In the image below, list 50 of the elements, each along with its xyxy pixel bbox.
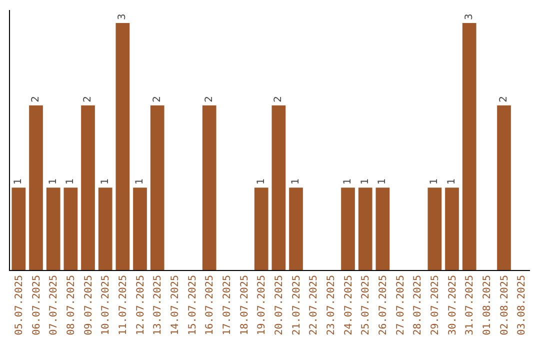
x-tick-label: 22.07.2025 [308, 275, 320, 336]
data-label: 1 [13, 178, 24, 185]
x-tick-label: 01.08.2025 [482, 275, 493, 336]
x-tick-label: 19.07.2025 [256, 275, 268, 336]
x-tick-label: 13.07.2025 [152, 275, 164, 336]
data-label: 1 [446, 178, 458, 185]
x-tick-label: 24.07.2025 [343, 275, 354, 336]
data-label: 2 [152, 96, 163, 102]
data-label: 3 [117, 14, 128, 20]
x-tick-label: 30.07.2025 [447, 275, 458, 336]
x-tick-label: 25.07.2025 [360, 275, 372, 336]
data-label: 1 [429, 178, 440, 185]
data-label: 1 [48, 178, 59, 185]
data-label: 1 [100, 178, 111, 185]
data-label: 3 [464, 14, 475, 20]
x-tick-label: 18.07.2025 [239, 275, 250, 336]
x-tick-label: 28.07.2025 [412, 275, 424, 336]
data-label: 2 [273, 96, 284, 102]
x-tick-label: 10.07.2025 [100, 275, 112, 336]
data-label: 1 [65, 178, 76, 185]
x-tick-label: 06.07.2025 [31, 275, 42, 336]
data-label: 1 [134, 178, 146, 185]
x-tick-label: 17.07.2025 [222, 275, 233, 336]
data-label: 1 [290, 178, 302, 185]
x-tick-label: 02.08.2025 [499, 275, 510, 336]
x-tick-label: 15.07.2025 [187, 275, 198, 336]
x-tick-label: 14.07.2025 [170, 275, 181, 336]
data-label: 2 [204, 96, 215, 102]
x-tick-label: 03.08.2025 [516, 275, 528, 336]
x-tick-label: 08.07.2025 [66, 275, 77, 336]
x-tick-label: 26.07.2025 [378, 275, 389, 336]
data-label: 1 [342, 178, 354, 185]
x-tick-label: 07.07.2025 [48, 275, 60, 336]
x-tick-label: 31.07.2025 [464, 275, 476, 336]
x-tick-label: 23.07.2025 [326, 275, 337, 336]
x-tick-label: 09.07.2025 [83, 275, 94, 336]
data-label: 1 [360, 178, 371, 185]
data-label: 2 [82, 96, 94, 102]
x-tick-label: 21.07.2025 [291, 275, 302, 336]
x-tick-label: 05.07.2025 [14, 275, 25, 336]
x-tick-label: 16.07.2025 [204, 275, 216, 336]
x-tick-label: 11.07.2025 [118, 275, 129, 336]
x-tick-label: 12.07.2025 [135, 275, 146, 336]
data-label: 1 [256, 178, 267, 185]
x-tick-label: 29.07.2025 [430, 275, 441, 336]
x-tick-label: 27.07.2025 [395, 275, 406, 336]
data-label: 2 [498, 96, 510, 102]
data-label: 1 [377, 178, 388, 185]
data-label: 2 [30, 96, 42, 102]
x-tick-label: 20.07.2025 [274, 275, 285, 336]
